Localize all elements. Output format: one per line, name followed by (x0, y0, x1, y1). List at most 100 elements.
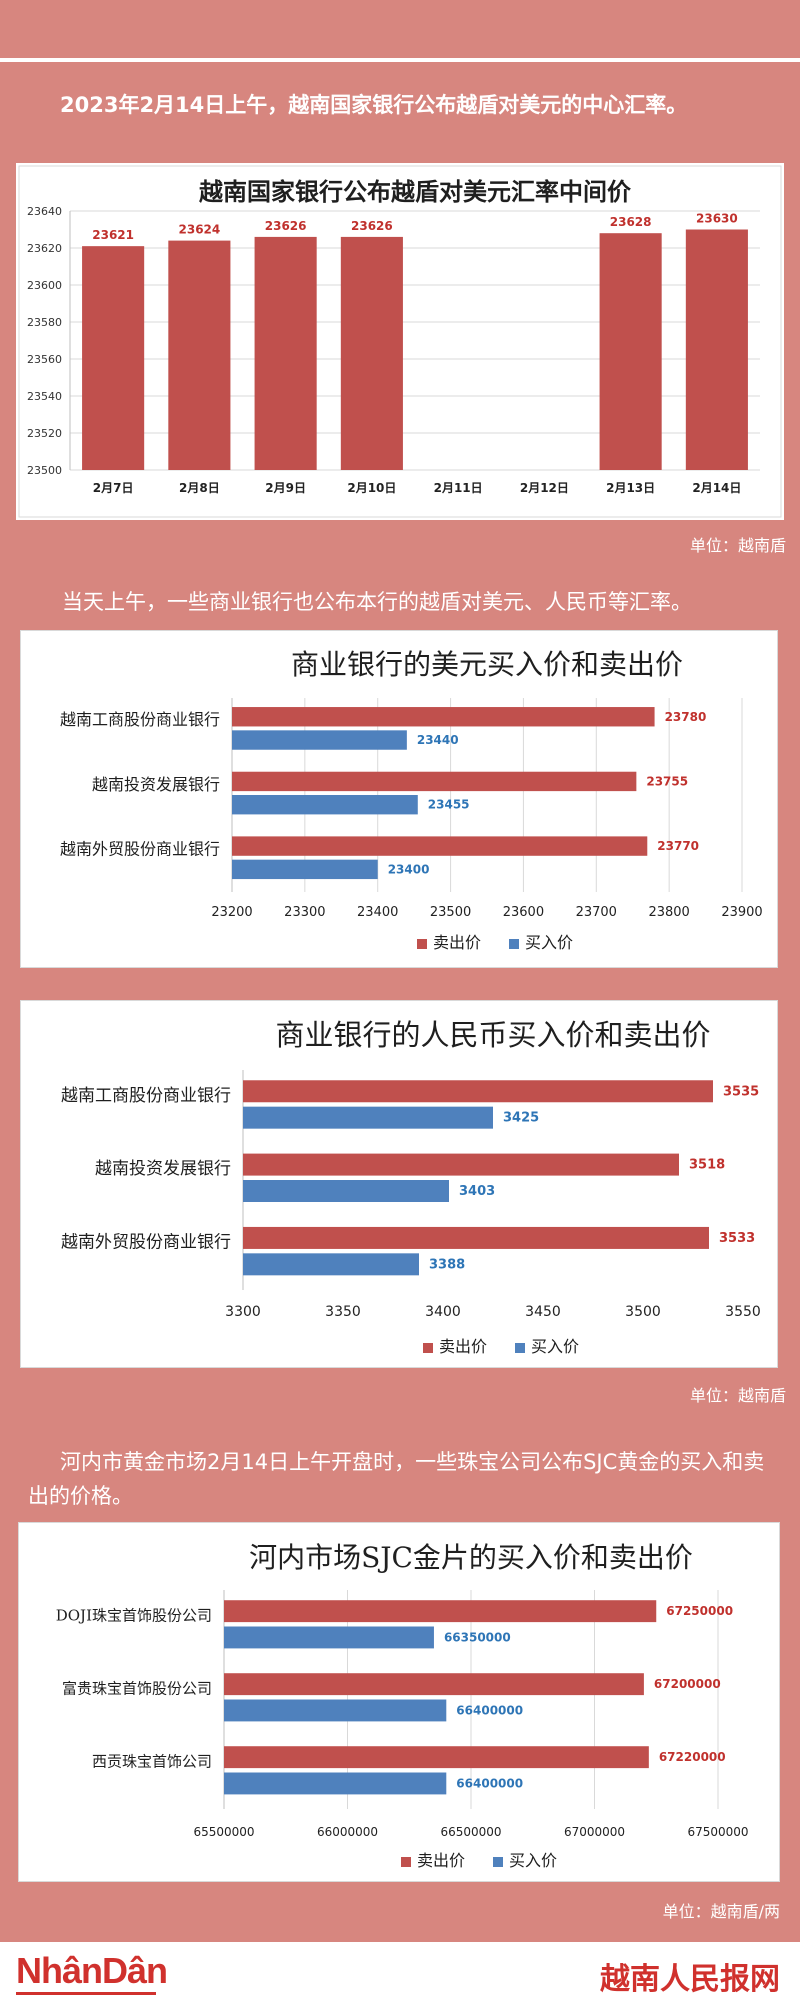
x-tick-label: 67500000 (687, 1825, 748, 1839)
bar (232, 707, 655, 727)
category-label: 越南外贸股份商业银行 (60, 839, 220, 858)
data-label: 23621 (92, 228, 134, 242)
legend-label: 卖出价 (433, 933, 481, 952)
intro-text-2: 当天上午，一些商业银行也公布本行的越盾对美元、人民币等汇率。 (62, 590, 692, 614)
top-divider (0, 58, 800, 62)
x-tick-label: 23800 (648, 905, 689, 920)
category-label: 越南投资发展银行 (95, 1159, 231, 1179)
legend-swatch (417, 939, 427, 949)
unit-label-2: 单位：越南盾 (689, 1386, 786, 1405)
data-label: 23626 (265, 219, 307, 233)
x-tick-label: 23600 (503, 905, 544, 920)
x-tick-label: 65500000 (193, 1825, 254, 1839)
data-label: 23770 (657, 839, 699, 853)
x-tick-label: 3500 (625, 1304, 661, 1320)
chart-card-4: 河内市场SJC金片的买入价和卖出价 65500000 66000000 6650000… (18, 1522, 780, 1882)
bar (224, 1772, 447, 1795)
unit-label-1: 单位：越南盾 (689, 536, 786, 555)
x-tick-label: 3450 (525, 1304, 561, 1320)
data-label: 23755 (646, 774, 688, 788)
x-tick-label: 23900 (721, 905, 762, 920)
legend-label: 卖出价 (439, 1337, 487, 1356)
legend-swatch (509, 939, 519, 949)
x-tick-label: 2月10日 (347, 481, 396, 495)
bar (243, 1153, 679, 1176)
bar (224, 1673, 644, 1696)
bar (340, 236, 403, 470)
bar (685, 229, 748, 470)
data-label: 66400000 (456, 1703, 523, 1717)
bar (599, 233, 662, 470)
x-tick-label: 23700 (576, 905, 617, 920)
data-label: 23455 (428, 798, 470, 812)
data-label: 23628 (610, 215, 652, 229)
data-label: 66400000 (456, 1776, 523, 1790)
unit-label-3: 单位：越南盾/两 (662, 1902, 780, 1921)
site-brand[interactable]: 越南人民报网 (600, 1962, 780, 1997)
x-tick-label: 23200 (211, 905, 252, 920)
x-tick-label: 3400 (425, 1304, 461, 1320)
x-tick-label: 23400 (357, 905, 398, 920)
x-tick-label: 2月13日 (606, 481, 655, 495)
x-tick-label: 3300 (225, 1304, 261, 1320)
x-tick-label: 66000000 (317, 1825, 378, 1839)
legend-swatch (493, 1857, 503, 1867)
data-label: 23780 (665, 710, 707, 724)
bar (224, 1600, 657, 1623)
y-tick-label: 23500 (27, 464, 62, 477)
bar (224, 1699, 447, 1722)
category-label: 西贡珠宝首饰公司 (92, 1753, 212, 1771)
data-label: 3535 (723, 1084, 759, 1099)
chart-title: 河内市场SJC金片的买入价和卖出价 (249, 1541, 693, 1574)
category-label: 越南工商股份商业银行 (61, 1086, 231, 1106)
legend-label: 买入价 (531, 1337, 579, 1356)
legend-swatch (423, 1343, 433, 1353)
central-rate-chart: 越南国家银行公布越盾对美元汇率中间价 23500 23520 23540 23560 23… (18, 165, 782, 518)
data-label: 23630 (696, 212, 738, 226)
bar (232, 795, 418, 815)
x-tick-label: 3350 (325, 1304, 361, 1320)
data-label: 3518 (689, 1158, 725, 1173)
data-label: 23624 (179, 223, 221, 237)
bar (168, 240, 231, 470)
data-label: 23400 (388, 862, 430, 876)
chart-title: 越南国家银行公布越盾对美元汇率中间价 (199, 177, 632, 206)
data-label: 23626 (351, 219, 393, 233)
x-tick-label: 67000000 (564, 1825, 625, 1839)
y-tick-label: 23640 (27, 205, 62, 218)
data-label: 66350000 (444, 1630, 511, 1644)
chart-frame (20, 630, 778, 968)
nhandan-logo[interactable]: NhânDân (16, 1950, 168, 1991)
chart-frame (18, 1522, 780, 1882)
category-label: 越南投资发展银行 (92, 775, 220, 794)
legend-label: 卖出价 (417, 1851, 465, 1870)
intro-text-3: 河内市黄金市场2月14日上午开盘时，一些珠宝公司公布SJC黄金的买入和卖出的价格… (28, 1450, 765, 1508)
bar (224, 1746, 649, 1769)
chart-frame (20, 1000, 778, 1368)
x-tick-label: 2月7日 (93, 481, 134, 495)
y-tick-label: 23600 (27, 279, 62, 292)
bar (243, 1180, 449, 1202)
bar (232, 771, 637, 792)
x-tick-label: 2月11日 (434, 481, 483, 495)
data-label: 67200000 (654, 1677, 721, 1691)
data-label: 3533 (719, 1231, 755, 1246)
data-label: 3403 (459, 1184, 495, 1199)
chart-title: 商业银行的人民币买入价和卖出价 (275, 1018, 710, 1052)
intro-text-1: 2023年2月14日上午，越南国家银行公布越盾对美元的中心汇率。 (60, 93, 688, 117)
bar (232, 836, 648, 856)
bar (243, 1226, 709, 1249)
footer-bar: NhânDân 越南人民报网 (0, 1942, 800, 2000)
category-label: 越南外贸股份商业银行 (61, 1232, 231, 1252)
category-label: DOJI珠宝首饰股份公司 (56, 1607, 212, 1625)
category-label: 富贵珠宝首饰股份公司 (62, 1680, 212, 1698)
data-label: 67250000 (666, 1604, 733, 1618)
bar (224, 1626, 434, 1649)
bar (254, 236, 317, 470)
x-tick-label: 2月14日 (692, 481, 741, 495)
bar (82, 246, 145, 470)
logo-underline (16, 1992, 156, 1995)
x-tick-label: 2月8日 (179, 481, 220, 495)
bar (232, 859, 378, 880)
y-tick-label: 23520 (27, 427, 62, 440)
